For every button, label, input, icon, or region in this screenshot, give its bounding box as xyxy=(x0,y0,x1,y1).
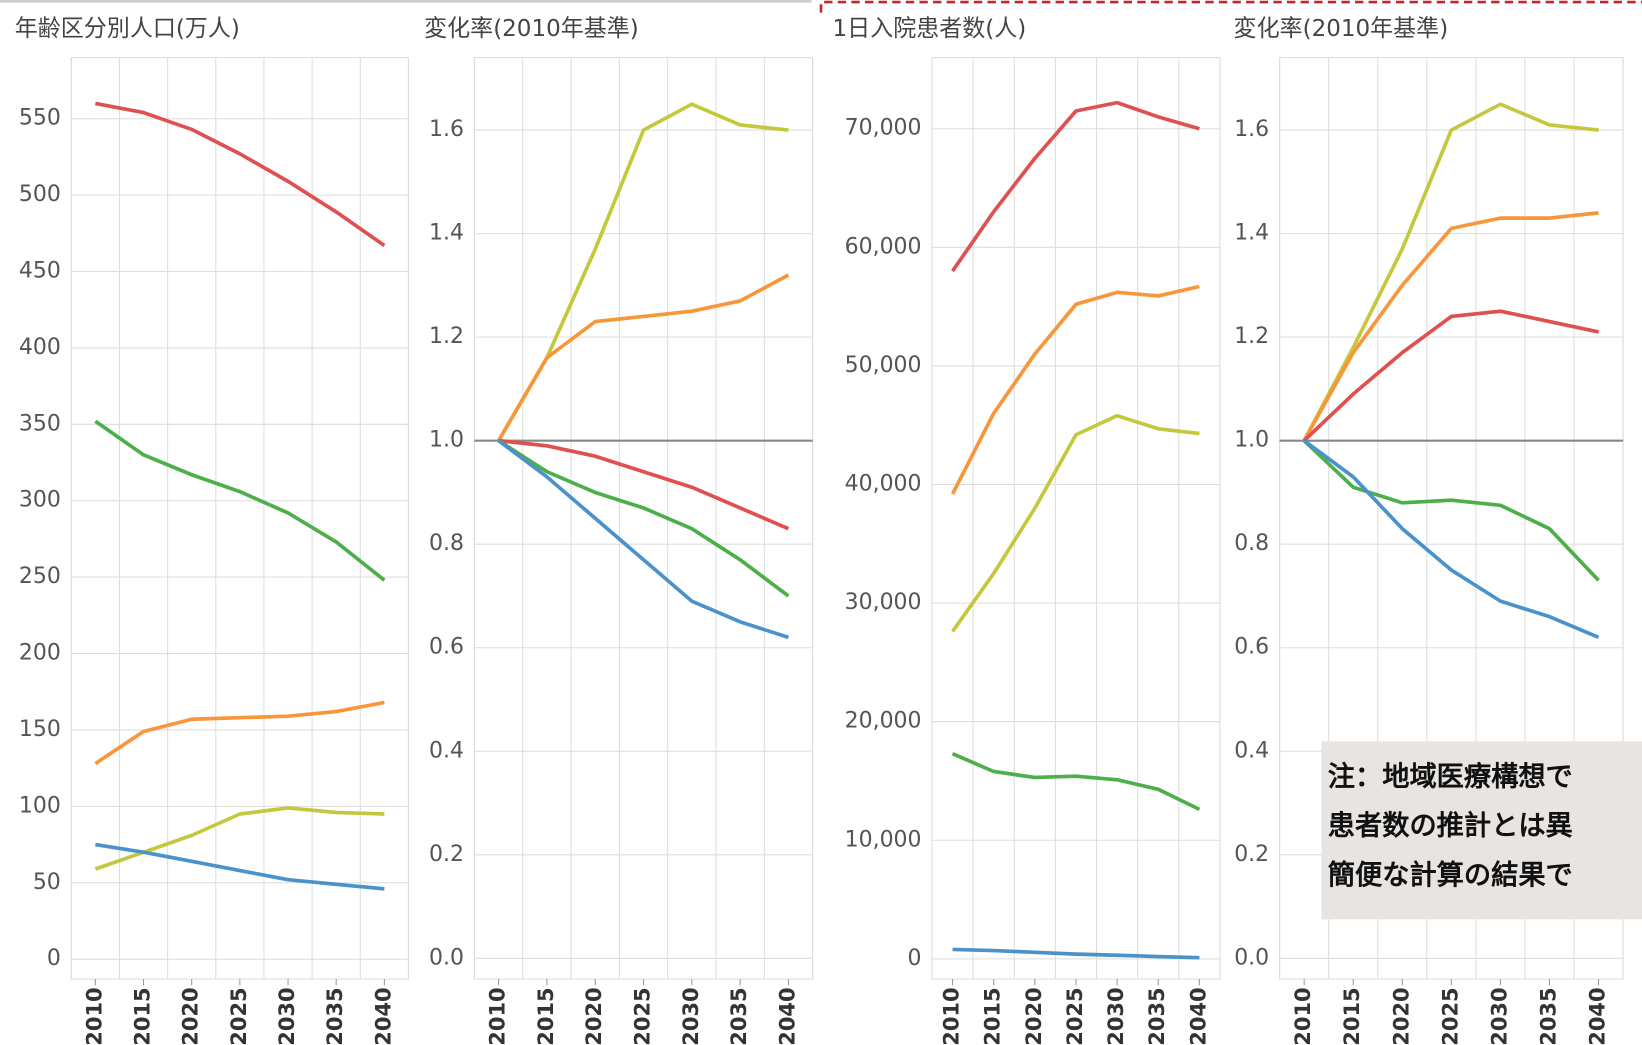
x-tick-label: 2035 xyxy=(323,987,347,1045)
series-line xyxy=(95,842,385,891)
y-tick-label: 250 xyxy=(19,564,61,589)
x-tick-label: 2035 xyxy=(1145,987,1169,1045)
series-line xyxy=(1302,439,1600,582)
x-tick-label: 2035 xyxy=(1536,987,1560,1045)
y-tick-label: 1.4 xyxy=(1234,221,1269,246)
x-tick-label: 2010 xyxy=(486,987,510,1045)
x-tick-label: 2025 xyxy=(1063,987,1087,1045)
note-text: 簡便な計算の結果で xyxy=(1328,859,1573,891)
y-tick-label: 200 xyxy=(19,641,61,666)
y-tick-label: 1.4 xyxy=(429,221,464,246)
note-box xyxy=(1321,741,1642,920)
x-tick-label: 2010 xyxy=(940,987,964,1045)
chart-title: 1日入院患者数(人) xyxy=(833,16,1027,42)
y-tick-label: 0.4 xyxy=(1234,738,1269,763)
y-tick-label: 100 xyxy=(19,793,61,818)
x-tick-label: 2015 xyxy=(981,987,1005,1045)
x-tick-label: 2040 xyxy=(775,987,799,1045)
chart-title: 変化率(2010年基準) xyxy=(424,16,639,42)
x-tick-label: 2040 xyxy=(1186,987,1210,1045)
series-line xyxy=(1302,102,1599,442)
y-tick-label: 40,000 xyxy=(845,472,922,497)
y-tick-label: 500 xyxy=(19,182,61,207)
y-tick-label: 0.6 xyxy=(429,635,464,660)
x-tick-label: 2025 xyxy=(227,987,251,1045)
x-tick-label: 2030 xyxy=(1487,987,1511,1045)
series-line xyxy=(94,700,385,766)
x-tick-label: 2030 xyxy=(275,987,299,1045)
y-tick-label: 1.2 xyxy=(429,324,464,349)
x-tick-label: 2035 xyxy=(727,987,751,1045)
series-line xyxy=(1303,439,1600,640)
x-tick-label: 2015 xyxy=(1340,987,1364,1045)
x-tick-label: 2030 xyxy=(1104,987,1128,1045)
series-line xyxy=(951,752,1201,812)
y-tick-label: 60,000 xyxy=(845,234,922,259)
series-line xyxy=(952,947,1200,960)
y-tick-label: 0.4 xyxy=(429,738,464,763)
series-line xyxy=(497,439,790,598)
series-line xyxy=(497,273,790,442)
x-tick-label: 2020 xyxy=(1022,987,1046,1045)
y-tick-label: 0.6 xyxy=(1234,635,1269,660)
note-text: 患者数の推計とは異 xyxy=(1328,810,1573,842)
x-tick-label: 2015 xyxy=(131,987,155,1045)
y-tick-label: 400 xyxy=(19,335,61,360)
y-tick-label: 0.8 xyxy=(1234,531,1269,556)
x-tick-label: 2020 xyxy=(582,987,606,1045)
x-tick-label: 2040 xyxy=(371,987,395,1045)
y-tick-label: 50 xyxy=(33,870,61,895)
y-tick-label: 70,000 xyxy=(845,116,922,141)
x-tick-label: 2015 xyxy=(534,987,558,1045)
y-tick-label: 1.6 xyxy=(429,117,464,142)
y-tick-label: 0 xyxy=(47,946,61,971)
y-tick-label: 550 xyxy=(19,106,61,131)
y-tick-label: 0.0 xyxy=(429,945,464,970)
series-line xyxy=(497,439,789,640)
y-tick-label: 350 xyxy=(19,411,61,436)
series-line xyxy=(1302,211,1599,442)
selection-border xyxy=(819,0,1642,13)
x-tick-label: 2030 xyxy=(679,987,703,1045)
series-line xyxy=(95,101,386,248)
x-tick-label: 2025 xyxy=(1438,987,1462,1045)
note-text: 注：地域医療構想で xyxy=(1328,760,1573,792)
y-tick-label: 1.0 xyxy=(429,428,464,453)
y-tick-label: 300 xyxy=(19,488,61,513)
y-tick-label: 1.2 xyxy=(1234,324,1269,349)
series-line xyxy=(1302,309,1599,442)
series-line xyxy=(950,284,1200,495)
y-tick-label: 0.2 xyxy=(1234,842,1269,867)
y-tick-label: 0.0 xyxy=(1234,945,1269,970)
x-tick-label: 2025 xyxy=(631,987,655,1045)
y-tick-label: 450 xyxy=(19,259,61,284)
x-tick-label: 2040 xyxy=(1586,987,1610,1045)
x-tick-label: 2010 xyxy=(1291,987,1315,1045)
series-line xyxy=(951,413,1200,633)
y-tick-label: 10,000 xyxy=(845,827,922,852)
y-tick-label: 50,000 xyxy=(845,353,922,378)
y-tick-label: 30,000 xyxy=(845,590,922,615)
y-tick-label: 150 xyxy=(19,717,61,742)
y-tick-label: 1.6 xyxy=(1234,117,1269,142)
series-line xyxy=(951,100,1200,273)
y-tick-label: 0 xyxy=(908,946,922,971)
y-tick-label: 0.8 xyxy=(429,531,464,556)
x-tick-label: 2010 xyxy=(82,987,106,1045)
chart-title: 変化率(2010年基準) xyxy=(1234,16,1449,42)
series-line xyxy=(498,438,790,531)
y-tick-label: 20,000 xyxy=(845,709,922,734)
y-tick-label: 0.2 xyxy=(429,842,464,867)
y-tick-label: 1.0 xyxy=(1234,428,1269,453)
chart-title: 年齢区分別人口(万人) xyxy=(15,16,240,42)
series-line xyxy=(94,419,386,582)
x-tick-label: 2020 xyxy=(179,987,203,1045)
x-tick-label: 2020 xyxy=(1389,987,1413,1045)
